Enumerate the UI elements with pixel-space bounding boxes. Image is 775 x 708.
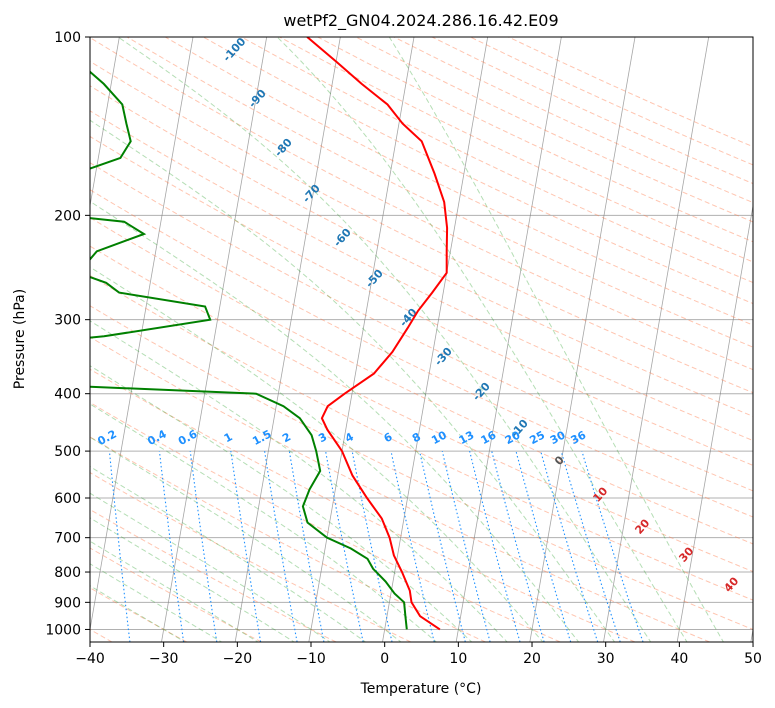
dry-adiabat: [90, 368, 636, 642]
isotherm-line: [455, 37, 562, 642]
plot-area: -100-90-80-70-60-50-40-30-20-10010203040…: [90, 37, 753, 642]
x-tick-label: −30: [149, 651, 179, 667]
x-tick-label: 40: [670, 651, 688, 667]
x-tick-label: 50: [744, 651, 762, 667]
y-tick-label: 600: [54, 491, 81, 507]
isotherm-line: [90, 37, 194, 632]
x-axis-label: Temperature (°C): [360, 681, 482, 697]
isotherm-line: [308, 37, 415, 642]
dry-adiabat: [90, 135, 753, 466]
y-tick-label: 800: [54, 565, 81, 581]
dry-adiabat: [90, 305, 753, 630]
plot-frame: [89, 36, 754, 643]
dry-adiabat: [90, 547, 262, 642]
moist-adiabat-lines: [90, 37, 724, 642]
moist-adiabat: [276, 37, 688, 642]
x-tick-label: 20: [523, 651, 541, 667]
isotherm-line: [161, 37, 268, 642]
isotherm-line: [234, 37, 341, 642]
y-tick-label: 300: [54, 313, 81, 329]
mixing-ratio-line: [581, 450, 644, 642]
mixing-ratio-label: 16: [479, 428, 499, 447]
y-tick-label: 900: [54, 595, 81, 611]
isotherm-line: [603, 37, 710, 642]
x-tick-label: 30: [597, 651, 615, 667]
mixing-ratio-line: [108, 451, 131, 642]
dry-adiabat: [90, 401, 561, 642]
mixing-ratio-line: [158, 451, 185, 642]
x-tick-label: 10: [449, 651, 467, 667]
y-axis-label: Pressure (hPa): [12, 289, 28, 389]
moist-adiabat: [90, 403, 438, 642]
y-tick-label: 500: [54, 444, 81, 460]
dewpoint-line: [90, 70, 408, 630]
x-tick-label: 0: [380, 651, 389, 667]
dry-adiabat: [90, 110, 753, 442]
mixing-ratio-line: [441, 450, 491, 642]
mixing-ratio-line: [189, 451, 218, 642]
mixing-ratio-line: [325, 451, 364, 642]
moist-adiabat: [388, 37, 724, 642]
mixing-ratio-label: 30: [548, 428, 568, 447]
dry-adiabat: [90, 162, 753, 492]
y-tick-label: 700: [54, 531, 81, 547]
mixing-ratio-line: [351, 451, 393, 642]
mixing-ratio-line: [560, 450, 621, 642]
moist-adiabat: [90, 365, 473, 642]
y-tick-label: 1000: [45, 622, 81, 638]
dry-adiabat: [90, 216, 753, 545]
isotherm-line: [90, 37, 120, 209]
isotherm-line: [382, 37, 489, 642]
x-tick-label: −40: [75, 651, 105, 667]
isotherm-lines: [90, 37, 753, 642]
mixing-ratio-line: [491, 450, 545, 642]
isotherm-line: [529, 37, 636, 642]
dry-adiabat: [241, 37, 753, 284]
chart-title: wetPf2_GN04.2024.286.16.42.E09: [283, 11, 558, 31]
dry-adiabat: [90, 436, 486, 642]
mixing-ratio-label: 36: [569, 428, 589, 447]
moist-adiabat: [117, 37, 652, 642]
isotherm-line: [676, 203, 753, 642]
mixing-ratio-line: [540, 450, 599, 642]
y-tick-label: 100: [54, 30, 81, 46]
dry-adiabat: [90, 336, 710, 642]
dry-adiabat: [90, 508, 337, 642]
mixing-ratio-label: 10: [429, 428, 449, 447]
mixing-ratio-label: 20: [503, 428, 523, 447]
mixing-ratio-line: [390, 450, 435, 642]
moist-adiabat: [90, 119, 616, 642]
mixing-ratio-line: [469, 450, 521, 642]
dry-adiabat: [203, 37, 753, 305]
x-axis-ticks: −40 −30 −20 −10 0 10 20 30 40 50: [75, 642, 762, 667]
y-tick-label: 200: [54, 208, 81, 224]
pressure-gridlines: [90, 37, 753, 630]
dry-adiabat: [90, 85, 753, 417]
moist-adiabat: [90, 200, 580, 642]
x-tick-label: −20: [223, 651, 253, 667]
moist-adiabat: [90, 492, 331, 642]
mixing-ratio-line: [515, 450, 572, 642]
mixing-ratio-line: [230, 451, 262, 642]
temperature-line: [306, 37, 449, 631]
moist-adiabat: [90, 266, 544, 642]
dry-adiabat: [90, 245, 753, 573]
profile-series: [90, 37, 449, 631]
mixing-ratio-label: 13: [457, 428, 477, 447]
mixing-ratio-line: [419, 450, 466, 642]
moist-adiabat: [90, 465, 367, 642]
x-tick-label: −10: [296, 651, 326, 667]
y-axis-ticks: 100 200 300 400 500 600 700 800 900 1000: [45, 30, 90, 638]
moist-adiabat: [90, 436, 402, 642]
y-tick-label: 400: [54, 387, 81, 403]
moist-adiabat: [90, 320, 508, 642]
mixing-ratio-label: 25: [527, 428, 547, 447]
mixing-ratio-lines: [108, 450, 644, 642]
